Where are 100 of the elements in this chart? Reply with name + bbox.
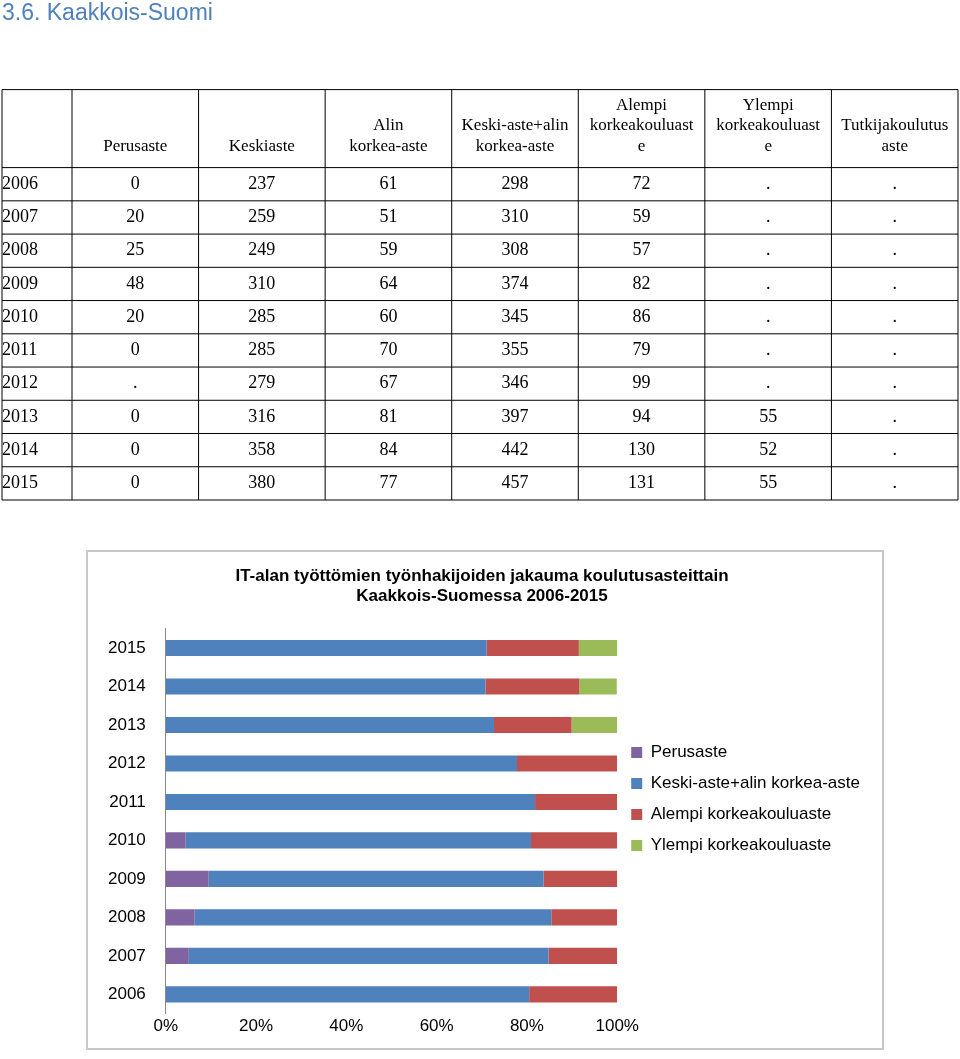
data-label: 380 <box>248 472 276 493</box>
x-tick-label: Keskiaste <box>228 135 295 155</box>
y-tick-label: 2008 <box>107 907 146 927</box>
y-tick-label: 2007 <box>2 206 38 227</box>
x-tick-label: Ylempi korkeakouluaste <box>716 95 821 155</box>
text: . <box>892 272 897 293</box>
bar <box>165 832 186 849</box>
data-label: 279 <box>248 372 276 393</box>
data-label: 86 <box>632 305 651 326</box>
bar <box>165 716 494 734</box>
legend-label: Keski-aste+alin korkea-aste <box>650 773 860 793</box>
bar <box>548 947 618 964</box>
y-tick-label: 2013 <box>107 714 146 734</box>
data-label: 25 <box>126 239 145 260</box>
x-tick-label: Perusaste <box>103 135 168 155</box>
y-tick-label: 2006 <box>2 172 38 193</box>
text: . <box>892 339 897 360</box>
data-label: 79 <box>632 339 651 360</box>
bar <box>165 755 517 772</box>
data-label: 55 <box>759 405 778 426</box>
x-tick-label: Tutkijakoulutusaste <box>841 115 949 155</box>
bar <box>530 832 618 849</box>
legend-label: Ylempi korkeakouluaste <box>650 835 832 855</box>
bar <box>185 832 531 849</box>
bar <box>578 639 618 657</box>
data-label: 52 <box>759 438 778 459</box>
text: . <box>765 172 771 193</box>
bar <box>165 678 486 695</box>
text: . <box>892 438 897 459</box>
text: . <box>133 372 138 393</box>
data-label: 20 <box>126 305 145 326</box>
data-label: 0 <box>130 172 140 193</box>
y-tick-label: 2006 <box>107 984 146 1004</box>
data-label: 131 <box>628 472 656 493</box>
text: . <box>765 372 771 393</box>
text: . <box>765 305 771 326</box>
y-tick-label: 2015 <box>2 472 38 493</box>
chart-title: 3.6. Kaakkois-Suomi <box>2 0 213 26</box>
bar <box>529 986 618 1003</box>
y-tick-label: 2011 <box>109 791 146 811</box>
x-tick-label: 20% <box>239 1016 274 1036</box>
x-tick-label: 60% <box>419 1016 454 1036</box>
legend-label: Alempi korkeakouluaste <box>650 804 832 824</box>
bar <box>165 909 195 926</box>
bar <box>188 947 549 964</box>
data-label: 82 <box>632 272 651 293</box>
text: . <box>765 206 771 227</box>
data-label: 249 <box>248 239 276 260</box>
data-label: 57 <box>632 239 651 260</box>
data-label: 84 <box>379 438 398 459</box>
data-label: 64 <box>379 272 398 293</box>
x-tick-label: Alin korkea-aste <box>349 115 428 155</box>
data-label: 0 <box>130 405 140 426</box>
text: . <box>892 305 897 326</box>
x-tick-label: Keski-aste+alin korkea-aste <box>461 115 569 155</box>
data-label: 0 <box>130 472 140 493</box>
y-tick-label: 2015 <box>107 637 146 657</box>
data-label: 60 <box>379 305 398 326</box>
data-label: 67 <box>379 372 398 393</box>
data-label: 0 <box>130 339 140 360</box>
y-tick-label: 2008 <box>2 239 38 260</box>
bar <box>194 909 552 926</box>
text: . <box>765 272 771 293</box>
data-label: 59 <box>632 206 651 227</box>
data-label: 397 <box>501 405 529 426</box>
y-tick-label: 2009 <box>107 868 146 888</box>
bar <box>543 870 618 887</box>
data-label: 346 <box>501 372 529 393</box>
y-tick-label: 2007 <box>107 945 146 965</box>
x-tick-label: 100% <box>595 1016 639 1036</box>
data-label: 358 <box>248 438 276 459</box>
data-label: 237 <box>248 172 276 193</box>
y-tick-label: 2013 <box>2 405 38 426</box>
data-label: 48 <box>126 272 145 293</box>
data-label: 59 <box>379 239 398 260</box>
bar <box>535 793 618 811</box>
data-label: 310 <box>248 272 276 293</box>
data-label: 55 <box>759 472 778 493</box>
x-tick-label: 0% <box>153 1016 179 1036</box>
bar <box>165 639 487 657</box>
text: . <box>765 339 771 360</box>
bar <box>208 870 544 887</box>
text: . <box>892 172 897 193</box>
text: . <box>892 372 897 393</box>
data-label: 285 <box>248 305 276 326</box>
data-label: 130 <box>628 438 656 459</box>
bar <box>486 639 579 657</box>
bar <box>493 716 572 734</box>
bar <box>485 678 580 695</box>
bar <box>517 755 618 772</box>
text: . <box>892 472 897 493</box>
data-label: 374 <box>501 272 529 293</box>
y-tick-label: 2010 <box>107 830 146 850</box>
data-label: 61 <box>379 172 398 193</box>
text: . <box>892 239 897 260</box>
bar <box>165 947 189 964</box>
data-label: 94 <box>632 405 651 426</box>
data-label: 77 <box>379 472 398 493</box>
y-tick-label: 2012 <box>2 372 38 393</box>
bar <box>165 986 530 1003</box>
